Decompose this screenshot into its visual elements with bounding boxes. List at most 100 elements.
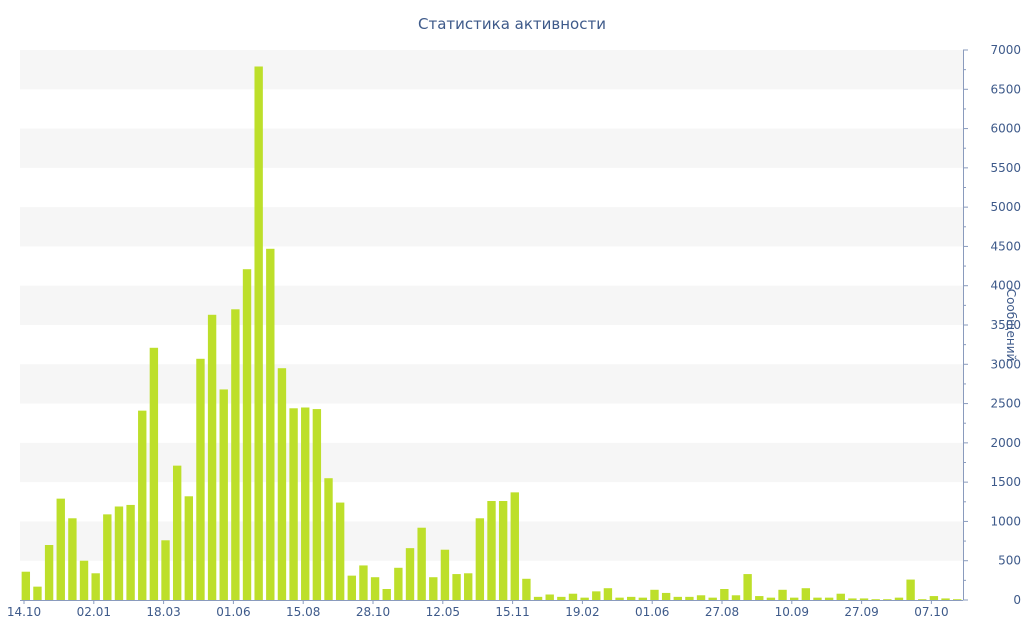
bar (91, 573, 100, 600)
x-tick-label: 12.05 (426, 605, 460, 619)
x-tick-label: 27.09 (844, 605, 878, 619)
bar (848, 598, 857, 600)
bar (580, 597, 589, 600)
y-tick-label: 4000 (990, 279, 1021, 293)
bar (161, 540, 170, 600)
bar (557, 596, 566, 600)
bar (778, 589, 787, 600)
bar (266, 248, 275, 601)
y-tick-label: 7000 (990, 43, 1021, 57)
y-tick-label: 0 (1013, 593, 1021, 607)
bar (440, 549, 450, 600)
bar (941, 598, 950, 600)
grid-band (20, 442, 963, 483)
bar (464, 573, 473, 600)
y-tick-label: 5500 (990, 161, 1021, 175)
x-tick-label: 10.09 (775, 605, 809, 619)
bar (592, 591, 601, 600)
bar (242, 269, 252, 600)
bar (126, 504, 135, 600)
y-tick-label: 6500 (990, 82, 1021, 96)
bar (184, 496, 193, 600)
chart-title: Статистика активности (418, 15, 606, 33)
bar (790, 597, 799, 600)
bar (696, 595, 706, 600)
grid-band (20, 128, 963, 168)
bar (813, 597, 822, 600)
bar (33, 586, 42, 600)
x-tick-label: 02.01 (77, 605, 111, 619)
x-tick-label: 28.10 (356, 605, 390, 619)
bar (231, 309, 240, 600)
bar (301, 407, 310, 600)
bar (405, 548, 415, 600)
bar (417, 527, 426, 600)
grid-band (20, 207, 963, 247)
bar (475, 518, 485, 600)
x-tick-label: 19.02 (565, 605, 599, 619)
bar (743, 574, 752, 600)
bar (79, 560, 89, 600)
bar (731, 595, 741, 600)
y-tick-label: 500 (998, 554, 1021, 568)
y-tick-label: 1500 (990, 475, 1021, 489)
bar (638, 597, 648, 600)
bar (487, 501, 496, 600)
bar (883, 599, 892, 600)
y-tick-label: 3500 (990, 318, 1021, 332)
x-tick-label: 18.03 (146, 605, 180, 619)
x-tick-label: 01.06 (216, 605, 250, 619)
bar (918, 599, 927, 600)
grid-band (20, 285, 963, 325)
bar (103, 514, 112, 600)
bar (708, 597, 717, 600)
bar (429, 577, 438, 600)
x-tick-label: 15.08 (286, 605, 320, 619)
bar (56, 498, 65, 600)
bar (627, 596, 636, 600)
bar (720, 589, 729, 600)
bar (289, 408, 298, 600)
bar (196, 358, 205, 600)
bar (615, 597, 624, 600)
bar (394, 567, 403, 600)
bar (824, 597, 834, 600)
bar (44, 545, 54, 600)
x-tick-label: 15.11 (495, 605, 529, 619)
bar (382, 589, 391, 600)
bar (510, 492, 519, 600)
y-tick-label: 3000 (990, 357, 1021, 371)
bar (359, 565, 368, 600)
bar (650, 589, 659, 600)
y-tick-label: 5000 (990, 200, 1021, 214)
bar (324, 478, 333, 600)
bar (568, 593, 578, 600)
bar (172, 465, 182, 600)
bar (801, 588, 811, 600)
y-tick-label: 6000 (990, 122, 1021, 136)
bar (370, 577, 380, 600)
grid-band (20, 50, 963, 90)
bar (685, 596, 694, 600)
bar (335, 502, 345, 600)
x-tick-label: 14.10 (7, 605, 41, 619)
bar (673, 596, 682, 600)
y-tick-label: 2000 (990, 436, 1021, 450)
bar (929, 596, 939, 600)
y-axis-title: Сообщений (1004, 289, 1018, 362)
bar (68, 518, 77, 600)
bar (859, 598, 869, 600)
bar (312, 409, 322, 600)
bar (755, 596, 764, 600)
grid-band (20, 364, 963, 404)
bar (21, 571, 31, 600)
bar (207, 314, 217, 600)
bar (254, 66, 263, 600)
bar (498, 501, 508, 600)
bar (522, 578, 531, 600)
y-tick-label: 2500 (990, 397, 1021, 411)
bar (603, 588, 613, 600)
y-tick-label: 1000 (990, 514, 1021, 528)
x-tick-label: 27.08 (705, 605, 739, 619)
